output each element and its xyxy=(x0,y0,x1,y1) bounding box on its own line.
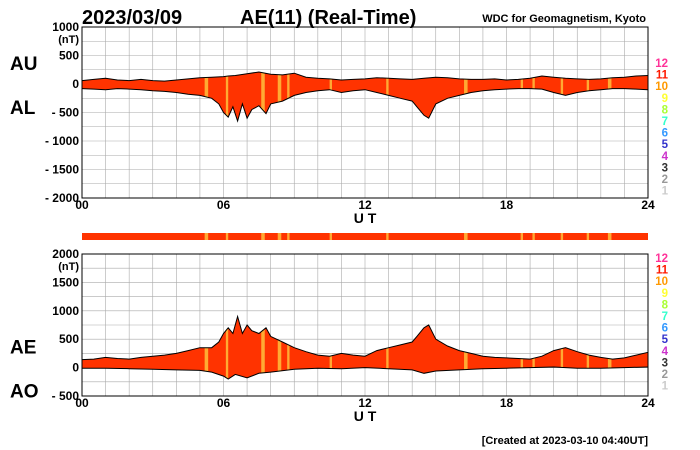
x-tick-label: 06 xyxy=(217,198,231,212)
legend-entry: 9 xyxy=(662,288,668,300)
x-axis-label: U T xyxy=(354,408,377,424)
y-tick-label: 500 xyxy=(59,332,79,346)
y-tick-label: - 500 xyxy=(52,389,80,403)
activity-bar-band xyxy=(287,233,290,240)
legend-entry: 10 xyxy=(655,81,668,93)
y-tick-label: 1000 xyxy=(52,304,79,318)
series-line-al xyxy=(81,88,649,123)
y-tick-label: 0 xyxy=(72,361,79,375)
legend-entry: 5 xyxy=(662,334,669,346)
x-tick-label: 24 xyxy=(641,396,655,410)
y-tick-label: 1000 xyxy=(52,20,79,34)
series-label-ae: AE xyxy=(10,338,36,359)
date-label: 2023/03/09 xyxy=(82,7,182,29)
x-axis-label: U T xyxy=(354,210,377,226)
activity-bar-band xyxy=(520,233,524,240)
series-line-au xyxy=(81,71,649,82)
series-label-ao: AO xyxy=(10,382,39,403)
legend-entry: 2 xyxy=(662,369,668,381)
activity-bar-band xyxy=(261,233,265,240)
activity-band xyxy=(287,72,290,121)
activity-bar-band xyxy=(225,233,229,240)
chart-title: AE(11) (Real-Time) xyxy=(240,7,416,29)
series-line-ae xyxy=(81,314,649,361)
activity-bar-band xyxy=(532,233,535,240)
activity-bar-base xyxy=(82,233,648,240)
y-tick-label: - 2000 xyxy=(45,191,79,205)
legend-entry: 3 xyxy=(662,357,668,369)
x-tick-label: 12 xyxy=(358,396,372,410)
series-label-al: AL xyxy=(10,98,36,119)
legend-entry: 9 xyxy=(662,93,668,105)
created-label: [Created at 2023-03-10 04:40UT] xyxy=(482,435,649,447)
activity-band xyxy=(277,316,282,379)
x-tick-label: 12 xyxy=(358,198,372,212)
legend-entry: 2 xyxy=(662,174,668,186)
legend-entry: 6 xyxy=(662,128,668,140)
legend-entry: 10 xyxy=(655,276,668,288)
activity-bar-band xyxy=(329,233,332,240)
y-unit-label: (nT) xyxy=(58,261,79,273)
activity-band xyxy=(225,72,229,121)
series-label-au: AU xyxy=(10,54,37,75)
activity-band xyxy=(261,72,265,121)
legend-entry: 11 xyxy=(656,70,669,82)
activity-bar-band xyxy=(607,233,612,240)
legend-entry: 11 xyxy=(656,265,669,277)
legend-entry: 1 xyxy=(662,186,669,198)
y-tick-label: 500 xyxy=(59,49,79,63)
legend-entry: 12 xyxy=(655,253,668,265)
series-area xyxy=(82,316,648,379)
x-tick-label: 00 xyxy=(75,198,89,212)
au-al-panel: 1000 500 0 - 500 - 1000 - 1500 - 2000 (nT) 00 06 1… xyxy=(10,20,655,226)
x-tick-label: 18 xyxy=(500,396,514,410)
legend-entry: 8 xyxy=(662,299,669,311)
legend-entry: 3 xyxy=(662,162,668,174)
activity-band xyxy=(277,72,282,121)
y-tick-label: - 1500 xyxy=(45,163,79,177)
legend-entry: 8 xyxy=(662,104,669,116)
legend-entry: 12 xyxy=(655,58,668,70)
legend-entry: 7 xyxy=(662,116,668,128)
activity-bar-band xyxy=(560,233,564,240)
y-tick-label: 2000 xyxy=(52,247,79,261)
legend-entry: 7 xyxy=(662,311,668,323)
series-line-ao xyxy=(82,366,649,380)
x-tick-label: 18 xyxy=(500,198,514,212)
legend-entry: 6 xyxy=(662,323,668,335)
legend-entry: 4 xyxy=(662,346,669,358)
legend-entry: 4 xyxy=(662,151,669,163)
ae-ao-panel: 2000 1500 1000 500 0 - 500 (nT) 00 06 12 18 24 U T AE… xyxy=(10,247,655,424)
activity-bar-band xyxy=(277,233,282,240)
legend-entry: 5 xyxy=(662,139,669,151)
x-tick-label: 06 xyxy=(217,396,231,410)
activity-bar-band xyxy=(586,233,590,240)
y-tick-label: 1500 xyxy=(52,275,79,289)
x-tick-label: 24 xyxy=(641,198,655,212)
y-unit-label: (nT) xyxy=(58,34,79,46)
activity-bar-band xyxy=(386,233,389,240)
source-label: WDC for Geomagnetism, Kyoto xyxy=(482,13,646,25)
series-area xyxy=(82,72,648,121)
activity-band xyxy=(261,316,265,379)
y-tick-label: - 500 xyxy=(52,106,80,120)
activity-band xyxy=(225,316,229,379)
activity-band xyxy=(287,316,290,379)
activity-bar-band xyxy=(204,233,209,240)
activity-bar-band xyxy=(464,233,468,240)
y-tick-label: - 1000 xyxy=(45,134,79,148)
plot-frame xyxy=(81,253,649,397)
activity-bar xyxy=(82,233,648,240)
plot-frame xyxy=(81,26,649,199)
legend-entry: 1 xyxy=(662,381,669,393)
x-tick-label: 00 xyxy=(75,396,89,410)
y-tick-label: 0 xyxy=(72,77,79,91)
